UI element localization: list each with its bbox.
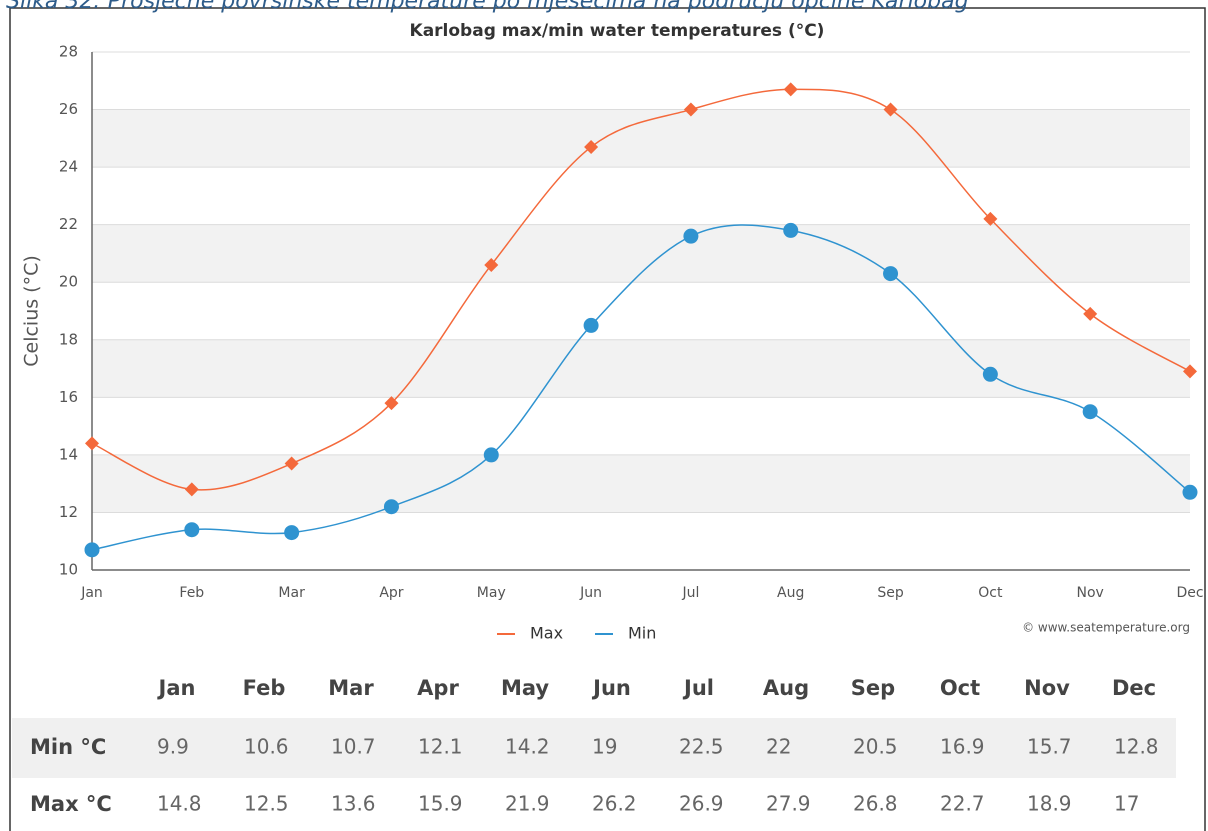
point: [1082, 404, 1098, 420]
point: [383, 499, 399, 515]
y-tick-label: 22: [59, 215, 78, 233]
point: [683, 228, 699, 244]
x-tick-label: Nov: [1077, 585, 1104, 601]
point: [184, 482, 199, 497]
column-header: Feb: [243, 676, 286, 700]
y-tick-label: 14: [59, 445, 78, 463]
column-header: May: [501, 676, 549, 700]
point: [483, 447, 499, 463]
cell: 12.1: [418, 735, 463, 759]
point: [783, 82, 798, 97]
y-tick-label: 16: [59, 388, 78, 406]
row-label: Max °C: [30, 792, 112, 816]
column-header: Mar: [328, 676, 374, 700]
x-tick-label: Aug: [777, 585, 804, 601]
cell: 18.9: [1027, 792, 1072, 816]
row-label: Min °C: [30, 735, 106, 759]
cell: 15.7: [1027, 735, 1072, 759]
table: Jan Feb Mar Apr May Jun Jul Aug Sep Oct Nov Dec Min …: [12, 676, 1176, 816]
x-tick-label: Dec: [1176, 585, 1203, 601]
cell: 27.9: [766, 792, 811, 816]
y-tick-label: 12: [59, 503, 78, 521]
x-tick-label: Mar: [278, 585, 305, 601]
credit: © www.seatemperature.org: [1022, 621, 1190, 635]
point: [983, 211, 998, 226]
point: [1183, 364, 1197, 379]
cell: 14.8: [157, 792, 202, 816]
point: [284, 456, 299, 471]
x-tick-label: Jun: [579, 585, 602, 601]
x-tick-label: Apr: [379, 585, 403, 601]
cell: 22: [766, 735, 791, 759]
x-tick-label: Oct: [978, 585, 1003, 601]
cell: 22.5: [679, 735, 724, 759]
column-header: Jun: [591, 676, 631, 700]
cell: 12.8: [1114, 735, 1159, 759]
y-tick-label: 10: [59, 561, 78, 579]
column-header: Nov: [1024, 676, 1070, 700]
cell: 20.5: [853, 735, 898, 759]
cell: 19: [592, 735, 617, 759]
row-background: [12, 718, 1176, 778]
cell: 17: [1114, 792, 1139, 816]
point: [883, 102, 898, 117]
y-tick-label: 20: [59, 273, 78, 291]
grid-band: [92, 454, 1190, 513]
column-header: Jul: [682, 676, 714, 700]
column-header: Apr: [417, 676, 459, 700]
point: [584, 139, 599, 154]
point: [1083, 306, 1098, 321]
point: [783, 222, 799, 238]
point: [484, 257, 499, 272]
point: [85, 436, 99, 451]
y-tick-label: 18: [59, 330, 78, 348]
point: [982, 366, 998, 382]
grid-band: [92, 109, 1190, 168]
x-tick-label: Sep: [877, 585, 904, 601]
cell: 12.5: [244, 792, 289, 816]
chart-title: Karlobag max/min water temperatures (°C): [410, 21, 825, 41]
cell: 22.7: [940, 792, 985, 816]
cell: 26.9: [679, 792, 724, 816]
grid-band: [92, 339, 1190, 398]
y-tick-label: 26: [59, 100, 78, 118]
point: [883, 266, 899, 282]
cell: 10.7: [331, 735, 376, 759]
x-tick-label: May: [477, 585, 506, 601]
column-header: Sep: [851, 676, 895, 700]
caption: Slika 32: Prosječne površinske temperatu…: [6, 0, 969, 14]
column-header: Jan: [157, 676, 196, 700]
cell: 13.6: [331, 792, 376, 816]
y-tick-label: 28: [59, 43, 78, 61]
column-header: Oct: [940, 676, 980, 700]
legend-label: Min: [628, 624, 656, 643]
column-header: Dec: [1112, 676, 1156, 700]
x-tick-label: Jul: [681, 585, 699, 601]
y-axis-label: Celcius (°C): [21, 255, 43, 367]
point: [384, 396, 399, 411]
cell: 26.2: [592, 792, 637, 816]
cell: 10.6: [244, 735, 289, 759]
cell: 21.9: [505, 792, 550, 816]
point: [683, 102, 698, 117]
cell: 15.9: [418, 792, 463, 816]
y-tick-label: 24: [59, 158, 78, 176]
point: [184, 522, 200, 538]
cell: 14.2: [505, 735, 550, 759]
point: [284, 525, 300, 541]
frame: [9, 7, 1206, 831]
legend-label: Max: [530, 624, 563, 643]
column-header: Aug: [763, 676, 809, 700]
point: [1182, 484, 1198, 500]
x-tick-label: Jan: [80, 585, 103, 601]
point: [84, 542, 100, 558]
x-tick-label: Feb: [179, 585, 204, 601]
cell: 16.9: [940, 735, 985, 759]
point: [583, 317, 599, 333]
cell: 26.8: [853, 792, 898, 816]
cell: 9.9: [157, 735, 189, 759]
plot: 10 12 14 16 18 20 22 24 26 28 Jan Feb Mar Apr May Jun Ju…: [59, 43, 1204, 643]
